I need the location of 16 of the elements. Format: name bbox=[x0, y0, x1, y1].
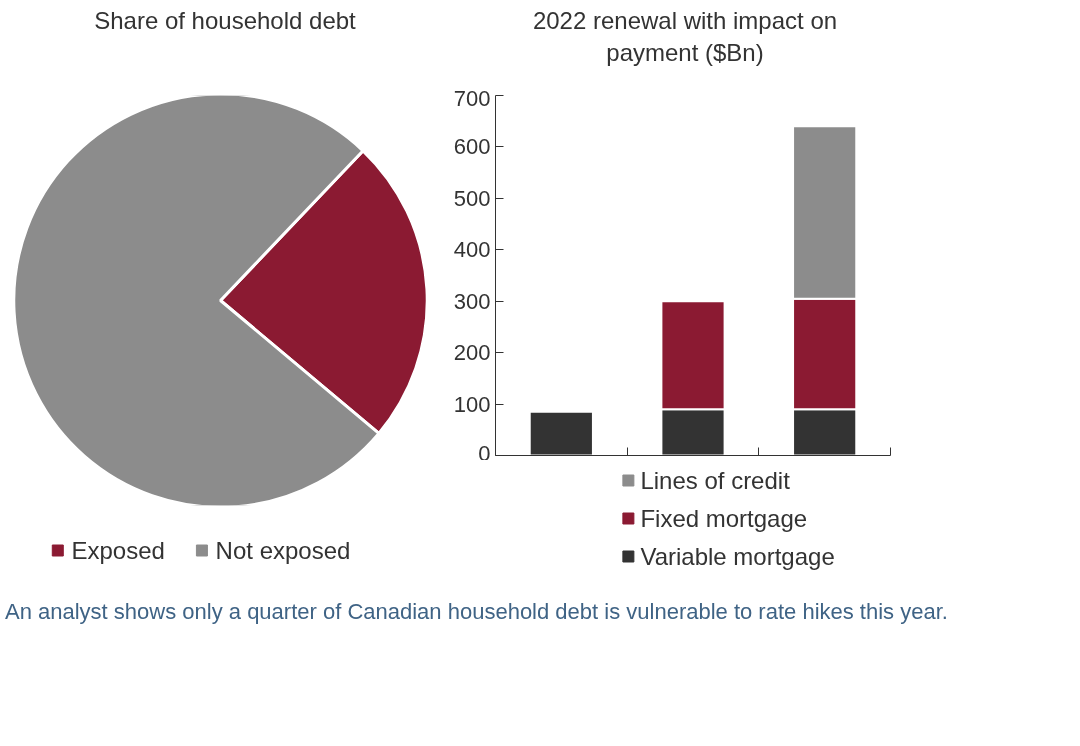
y-tick-label: 300 bbox=[453, 288, 491, 314]
chart-title: Share of household debt bbox=[94, 6, 356, 36]
y-tick-label: 0 bbox=[478, 440, 491, 466]
y-tick-label: 100 bbox=[453, 391, 491, 417]
chart-title: 2022 renewal with impact on payment ($Bn) bbox=[531, 6, 839, 69]
legend-label: Exposed bbox=[71, 537, 165, 564]
y-tick-label: 400 bbox=[453, 237, 491, 263]
legend-label: Variable mortgage bbox=[640, 543, 835, 570]
y-tick-label: 500 bbox=[453, 185, 491, 211]
y-tick-label: 700 bbox=[453, 85, 491, 111]
y-tick-label: 200 bbox=[453, 340, 491, 366]
text: An analyst shows only a quarter of Canadian household debt is vulnerable to rate hikes this year. bbox=[5, 598, 948, 626]
legend-label: Fixed mortgage bbox=[640, 505, 808, 532]
legend-label: Lines of credit bbox=[640, 467, 791, 494]
y-tick-label: 600 bbox=[453, 134, 491, 160]
legend-label: Not exposed bbox=[215, 537, 351, 564]
